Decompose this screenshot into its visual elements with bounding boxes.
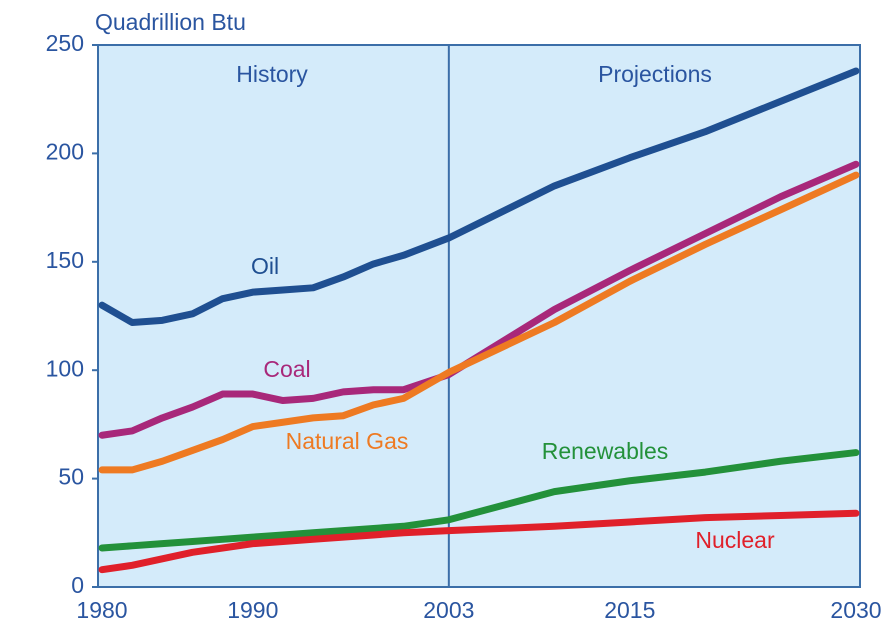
y-tick-label: 250 <box>46 30 84 56</box>
x-tick-label: 1980 <box>76 597 127 623</box>
y-tick-label: 150 <box>46 247 84 273</box>
y-tick-label: 200 <box>46 138 84 164</box>
history-label: History <box>236 61 308 87</box>
x-tick-label: 2030 <box>830 597 881 623</box>
series-label: Renewables <box>542 438 669 464</box>
series-label: Oil <box>251 253 279 279</box>
projections-label: Projections <box>598 61 712 87</box>
y-tick-label: 0 <box>71 572 84 598</box>
x-tick-label: 2003 <box>423 597 474 623</box>
series-line <box>98 449 860 552</box>
series-label: Natural Gas <box>286 428 409 454</box>
series-line <box>98 509 860 574</box>
y-tick-label: 50 <box>58 464 84 490</box>
series-label: Coal <box>263 356 310 382</box>
plot-area <box>97 44 861 588</box>
series-line <box>98 171 860 474</box>
y-tick-label: 100 <box>46 355 84 381</box>
y-axis-label: Quadrillion Btu <box>95 9 246 35</box>
x-tick-label: 1990 <box>227 597 278 623</box>
series-line <box>98 160 860 439</box>
series-label: Nuclear <box>695 527 775 553</box>
x-tick-label: 2015 <box>604 597 655 623</box>
series-line <box>98 67 860 327</box>
